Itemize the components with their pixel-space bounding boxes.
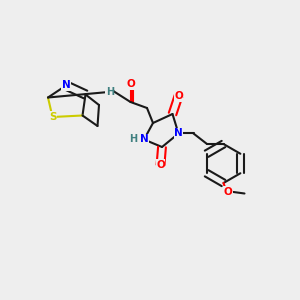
Text: O: O (156, 160, 165, 170)
Text: O: O (224, 187, 232, 197)
Text: O: O (174, 91, 183, 101)
Text: N: N (61, 80, 70, 91)
Text: O: O (126, 79, 135, 89)
Text: S: S (49, 112, 56, 122)
Text: N: N (174, 128, 183, 139)
Text: H: H (129, 134, 138, 145)
Text: H: H (106, 86, 114, 97)
Text: N: N (140, 134, 148, 145)
